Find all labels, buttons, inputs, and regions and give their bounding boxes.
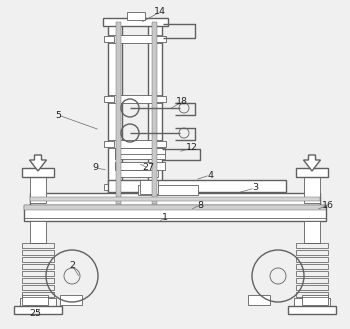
Text: 2: 2 [69,261,75,269]
Bar [24,205,326,210]
Bar [108,95,162,103]
Bar [156,96,166,102]
Bar [116,22,121,204]
Bar [302,295,328,305]
FancyArrow shape [303,155,321,171]
Bar [22,168,54,177]
Text: 14: 14 [154,8,166,16]
Bar [22,250,54,255]
Bar [22,278,54,283]
Bar [156,184,166,190]
Bar [22,243,54,248]
Bar [108,183,162,191]
Bar [103,18,168,26]
Bar [22,264,54,269]
Bar [108,180,286,192]
Text: 3: 3 [252,184,258,192]
Text: 4: 4 [207,170,213,180]
Text: 25: 25 [29,310,41,318]
Bar [24,205,326,221]
Text: 12: 12 [186,143,198,153]
Bar [120,170,158,177]
Bar [296,278,328,283]
Bar [156,36,166,42]
Bar [304,221,320,243]
Bar [22,292,54,297]
Bar [104,141,114,147]
Bar [296,243,328,248]
Bar [296,257,328,262]
Bar [296,250,328,255]
Bar [152,22,157,204]
Bar [20,298,56,308]
Bar [30,197,320,201]
Bar [22,295,48,305]
Bar [60,295,82,305]
Bar [22,257,54,262]
Bar [22,285,54,290]
Bar [108,22,122,204]
Bar [296,271,328,276]
Bar [115,162,165,170]
Bar [127,12,145,20]
Bar [104,184,114,190]
Text: 8: 8 [197,200,203,210]
Bar [138,185,198,195]
Bar [104,36,114,42]
Bar [156,141,166,147]
Bar [108,35,162,43]
Bar [296,292,328,297]
Text: 5: 5 [55,111,61,119]
Bar [108,140,162,148]
Bar [115,148,165,155]
Bar [296,264,328,269]
Text: 27: 27 [142,164,154,172]
Bar [304,173,320,203]
Bar [115,154,165,159]
Bar [22,271,54,276]
Bar [140,180,158,194]
Bar [248,295,270,305]
Text: 18: 18 [176,97,188,107]
Text: 9: 9 [92,164,98,172]
FancyArrow shape [29,155,47,171]
Bar [30,193,320,205]
Bar [14,306,62,314]
Bar [288,306,336,314]
Bar [104,96,114,102]
Bar [296,168,328,177]
Bar [296,285,328,290]
Bar [148,22,162,204]
Bar [30,173,46,203]
Text: 16: 16 [322,200,334,210]
Bar [294,298,330,308]
Text: 1: 1 [162,214,168,222]
Bar [30,221,46,243]
